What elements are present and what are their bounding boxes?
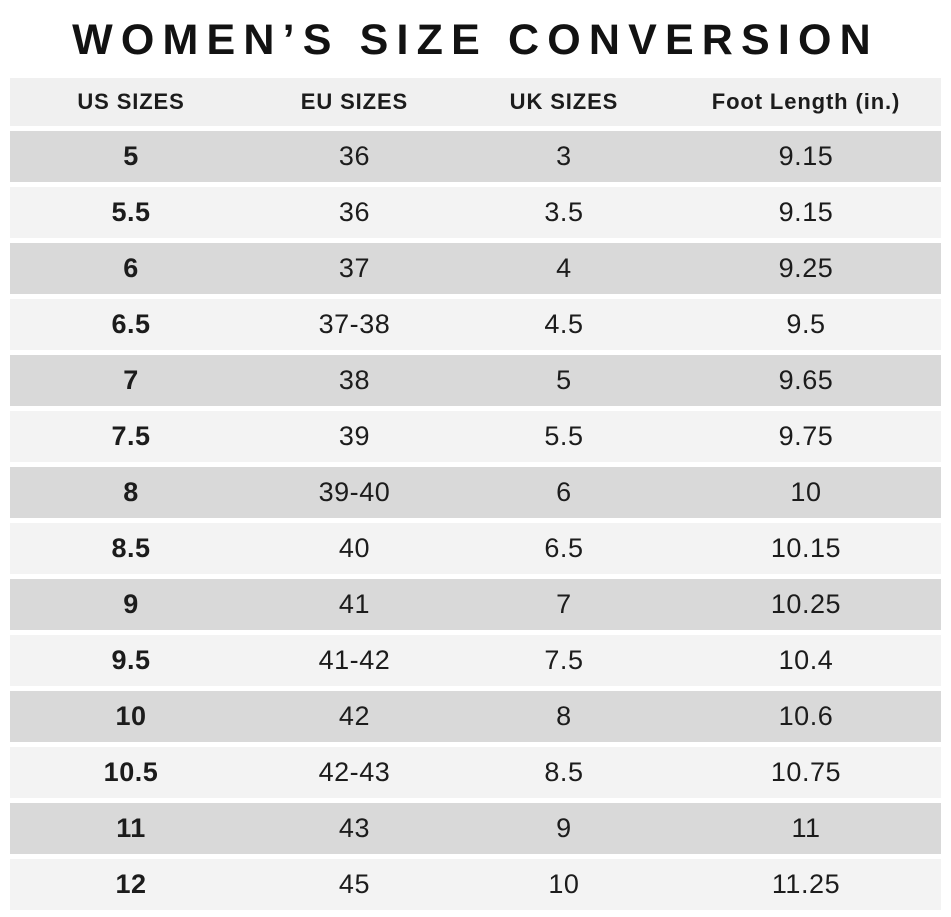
- eu-size-cell: 40: [252, 523, 457, 574]
- table-row: 5.5 36 3.5 9.15: [10, 187, 941, 238]
- uk-size-cell: 7: [456, 579, 671, 630]
- us-size-cell: 9.5: [10, 635, 253, 686]
- foot-length-cell: 9.15: [670, 131, 941, 182]
- uk-size-cell: 6.5: [456, 523, 671, 574]
- foot-length-cell: 10: [670, 467, 941, 518]
- foot-length-cell: 9.15: [670, 187, 941, 238]
- uk-size-cell: 8.5: [456, 747, 671, 798]
- column-header-uk-sizes: UK SIZES: [456, 78, 671, 126]
- foot-length-cell: 9.25: [670, 243, 941, 294]
- table-row: 9.5 41-42 7.5 10.4: [10, 635, 941, 686]
- page-title: WOMEN’S SIZE CONVERSION: [72, 16, 879, 64]
- foot-length-cell: 10.4: [670, 635, 941, 686]
- foot-length-cell: 9.5: [670, 299, 941, 350]
- eu-size-cell: 38: [252, 355, 457, 406]
- foot-length-cell: 11: [670, 803, 941, 854]
- us-size-cell: 9: [10, 579, 253, 630]
- table-row: 5 36 3 9.15: [10, 131, 941, 182]
- column-header-foot-length: Foot Length (in.): [670, 78, 941, 126]
- us-size-cell: 5: [10, 131, 253, 182]
- table-row: 6.5 37-38 4.5 9.5: [10, 299, 941, 350]
- table-row: 7.5 39 5.5 9.75: [10, 411, 941, 462]
- us-size-cell: 8: [10, 467, 253, 518]
- table-row: 8 39-40 6 10: [10, 467, 941, 518]
- table-row: 8.5 40 6.5 10.15: [10, 523, 941, 574]
- eu-size-cell: 42: [252, 691, 457, 742]
- eu-size-cell: 39-40: [252, 467, 457, 518]
- eu-size-cell: 41: [252, 579, 457, 630]
- foot-length-cell: 9.75: [670, 411, 941, 462]
- table-row: 7 38 5 9.65: [10, 355, 941, 406]
- uk-size-cell: 5.5: [456, 411, 671, 462]
- eu-size-cell: 37-38: [252, 299, 457, 350]
- uk-size-cell: 8: [456, 691, 671, 742]
- uk-size-cell: 4.5: [456, 299, 671, 350]
- us-size-cell: 5.5: [10, 187, 253, 238]
- table-row: 11 43 9 11: [10, 803, 941, 854]
- us-size-cell: 7: [10, 355, 253, 406]
- table-row: 6 37 4 9.25: [10, 243, 941, 294]
- table-row: 9 41 7 10.25: [10, 579, 941, 630]
- us-size-cell: 10.5: [10, 747, 253, 798]
- us-size-cell: 6.5: [10, 299, 253, 350]
- eu-size-cell: 41-42: [252, 635, 457, 686]
- eu-size-cell: 45: [252, 859, 457, 910]
- us-size-cell: 12: [10, 859, 253, 910]
- table-row: 10.5 42-43 8.5 10.75: [10, 747, 941, 798]
- eu-size-cell: 39: [252, 411, 457, 462]
- foot-length-cell: 10.15: [670, 523, 941, 574]
- us-size-cell: 8.5: [10, 523, 253, 574]
- column-header-eu-sizes: EU SIZES: [252, 78, 457, 126]
- us-size-cell: 11: [10, 803, 253, 854]
- uk-size-cell: 6: [456, 467, 671, 518]
- uk-size-cell: 10: [456, 859, 671, 910]
- eu-size-cell: 36: [252, 187, 457, 238]
- column-header-us-sizes: US SIZES: [10, 78, 253, 126]
- table-row: 10 42 8 10.6: [10, 691, 941, 742]
- uk-size-cell: 7.5: [456, 635, 671, 686]
- us-size-cell: 10: [10, 691, 253, 742]
- eu-size-cell: 37: [252, 243, 457, 294]
- size-table-body: 5 36 3 9.15 5.5 36 3.5 9.15 6 37 4 9.25 6.5 37-38 4.5 9…: [10, 131, 941, 910]
- uk-size-cell: 5: [456, 355, 671, 406]
- us-size-cell: 6: [10, 243, 253, 294]
- foot-length-cell: 10.75: [670, 747, 941, 798]
- table-header-row: US SIZES EU SIZES UK SIZES Foot Length (…: [10, 78, 941, 126]
- uk-size-cell: 4: [456, 243, 671, 294]
- foot-length-cell: 9.65: [670, 355, 941, 406]
- uk-size-cell: 3.5: [456, 187, 671, 238]
- foot-length-cell: 11.25: [670, 859, 941, 910]
- foot-length-cell: 10.25: [670, 579, 941, 630]
- eu-size-cell: 43: [252, 803, 457, 854]
- eu-size-cell: 36: [252, 131, 457, 182]
- us-size-cell: 7.5: [10, 411, 253, 462]
- size-conversion-table: US SIZES EU SIZES UK SIZES Foot Length (…: [10, 73, 941, 915]
- eu-size-cell: 42-43: [252, 747, 457, 798]
- foot-length-cell: 10.6: [670, 691, 941, 742]
- uk-size-cell: 3: [456, 131, 671, 182]
- uk-size-cell: 9: [456, 803, 671, 854]
- table-row: 12 45 10 11.25: [10, 859, 941, 910]
